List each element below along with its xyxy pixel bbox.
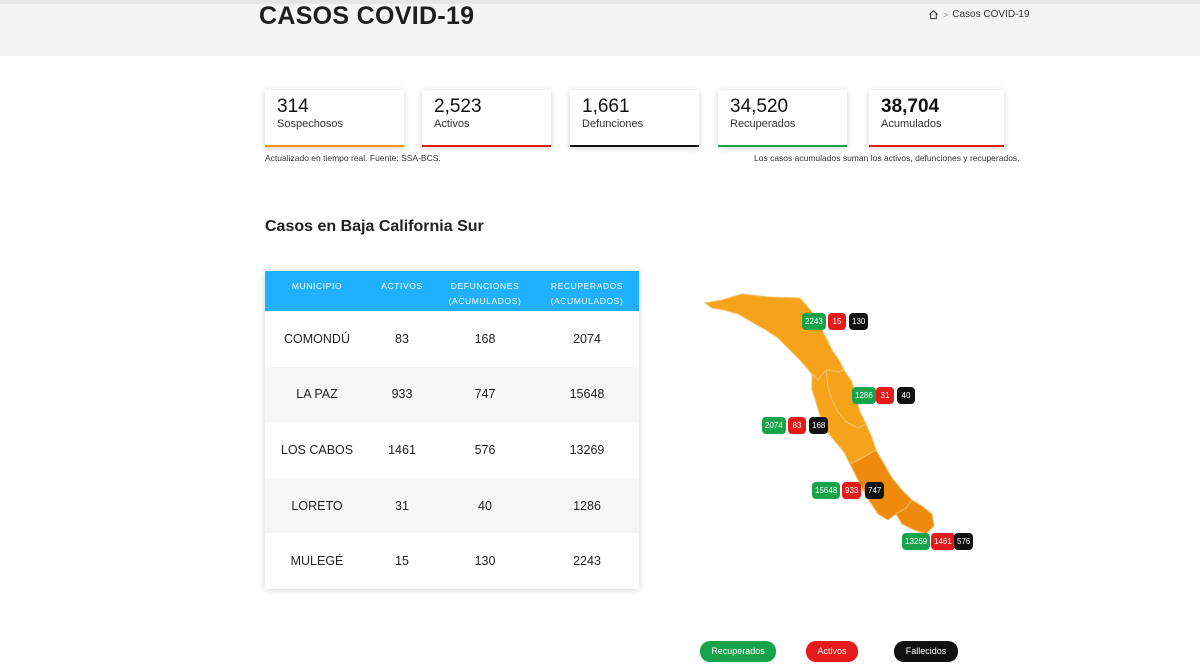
legend-fallecidos: Fallecidos (894, 641, 958, 662)
stat-label: Sospechosos (277, 118, 344, 130)
legend-activos: Activos (806, 641, 858, 662)
cell-defunciones: 747 (474, 387, 496, 402)
stat-label: Defunciones (582, 118, 644, 130)
legend-recuperados: Recuperados (700, 641, 776, 662)
table-row: LOS CABOS 1461 576 13269 (265, 422, 639, 478)
stat-value: 1,661 (582, 96, 630, 117)
cell-recuperados: 15648 (569, 387, 605, 402)
column-header-recuperados: RECUPERADOS (ACUMULADOS) (550, 281, 624, 306)
table-header-row: MUNICIPIO ACTIVOS DEFUNCIONES (ACUMULADOS… (265, 271, 639, 311)
stat-card-acumulados: 38,704 Acumulados (869, 90, 1004, 147)
badge-mulege-fallecidos: 130 (849, 313, 869, 330)
table-row: LORETO 31 40 1286 (265, 477, 639, 534)
stat-card-activos: 2,523 Activos (422, 90, 551, 147)
stat-value: 34,520 (730, 96, 789, 117)
home-icon[interactable] (928, 9, 939, 20)
cell-municipio: LORETO (291, 498, 343, 513)
map-region-mulege[interactable] (703, 293, 845, 381)
cell-recuperados: 1286 (573, 498, 601, 513)
accumulated-note: Los casos acumulados suman los activos, … (754, 153, 1020, 163)
cell-defunciones: 130 (474, 554, 496, 569)
source-note: Actualizado en tiempo real. Fuente: SSA-… (265, 153, 441, 163)
badge-loreto-fallecidos: 40 (897, 387, 915, 404)
badge-lapaz-activos: 933 (842, 482, 862, 499)
column-header-defunciones: DEFUNCIONES (ACUMULADOS) (448, 281, 522, 306)
badge-lapaz-fallecidos: 747 (865, 482, 885, 499)
badge-loscabos-fallecidos: 576 (954, 533, 974, 550)
cell-defunciones: 168 (474, 331, 496, 346)
table-row: MULEGÉ 15 130 2243 (265, 533, 639, 589)
cell-activos: 933 (391, 387, 413, 402)
badge-comondu-recuperados: 2074 (762, 417, 786, 434)
stat-value: 2,523 (434, 96, 482, 117)
column-header-activos: ACTIVOS (381, 281, 423, 291)
badge-loscabos-recuperados: 13269 (902, 533, 931, 550)
stat-label: Acumulados (881, 118, 942, 130)
badge-comondu-fallecidos: 168 (809, 417, 829, 434)
cell-recuperados: 2074 (573, 331, 601, 346)
section-title: Casos en Baja California Sur (265, 218, 484, 235)
stat-card-defunciones: 1,661 Defunciones (570, 90, 699, 147)
cell-activos: 83 (395, 331, 409, 346)
badge-mulege-recuperados: 2243 (802, 313, 826, 330)
cell-activos: 31 (395, 498, 409, 513)
badge-mulege-activos: 15 (828, 313, 846, 330)
cell-recuperados: 2243 (573, 554, 601, 569)
cell-municipio: LOS CABOS (280, 442, 354, 457)
stat-card-recuperados: 34,520 Recuperados (718, 90, 847, 147)
stat-value: 314 (277, 96, 309, 117)
page-title: CASOS COVID-19 (259, 2, 475, 30)
breadcrumb: > Casos COVID-19 (928, 9, 1030, 20)
badge-loscabos-activos: 1461 (931, 533, 955, 550)
table-row: LA PAZ 933 747 15648 (265, 366, 639, 423)
chevron-right-icon: > (943, 9, 949, 20)
cell-municipio: COMONDÚ (284, 331, 350, 346)
badge-loreto-recuperados: 1286 (852, 387, 876, 404)
badge-lapaz-recuperados: 15648 (812, 482, 841, 499)
cell-municipio: MULEGÉ (290, 554, 344, 569)
cell-activos: 15 (395, 554, 409, 569)
cell-municipio: LA PAZ (296, 387, 338, 402)
badge-comondu-activos: 83 (788, 417, 806, 434)
municipios-table: MUNICIPIO ACTIVOS DEFUNCIONES (ACUMULADOS… (265, 271, 639, 589)
badge-loreto-activos: 31 (876, 387, 894, 404)
stat-label: Activos (434, 118, 470, 130)
cell-activos: 1461 (388, 442, 416, 457)
cell-defunciones: 40 (478, 498, 492, 513)
stat-label: Recuperados (730, 118, 796, 130)
column-header-municipio: MUNICIPIO (291, 281, 343, 291)
breadcrumb-current: Casos COVID-19 (952, 9, 1030, 20)
table-row: COMONDÚ 83 168 2074 (265, 311, 639, 367)
cell-defunciones: 576 (474, 442, 496, 457)
stat-value: 38,704 (881, 96, 940, 117)
cell-recuperados: 13269 (569, 442, 605, 457)
stat-card-sospechosos: 314 Sospechosos (265, 90, 404, 147)
page-header (0, 0, 1200, 56)
map-region-los-cabos[interactable] (895, 499, 935, 535)
